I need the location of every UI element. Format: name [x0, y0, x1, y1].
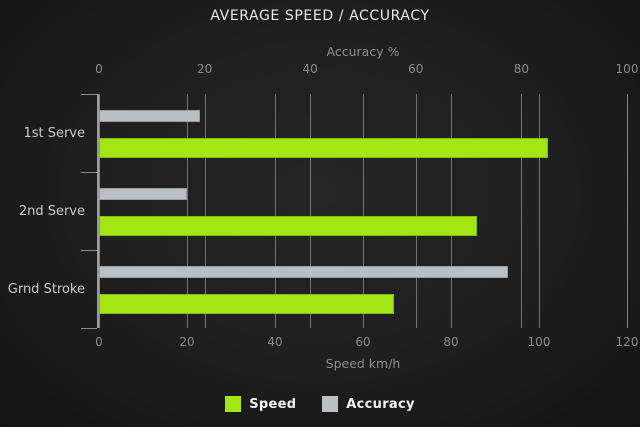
- plot-area: [81, 94, 628, 329]
- gridline-bottom-40: [275, 94, 276, 328]
- tick-label-bottom-40: 40: [267, 335, 283, 349]
- legend-item-accuracy[interactable]: Accuracy: [322, 396, 415, 412]
- bar-speed-2nd-serve: [99, 216, 478, 236]
- chart-row-1: [99, 94, 627, 172]
- tick-label-bottom-20: 20: [179, 335, 195, 349]
- gridline-bottom-100: [539, 94, 540, 328]
- tick-label-top-20: 20: [196, 62, 213, 76]
- category-label-2: 2nd Serve: [18, 203, 85, 219]
- gridline-top-80: [521, 94, 523, 328]
- gridline-bottom-20: [187, 94, 188, 328]
- legend-swatch-speed: [225, 396, 242, 412]
- y-axis-tick: [81, 94, 97, 95]
- bar-accuracy-2nd-serve: [99, 188, 187, 200]
- y-axis-tick: [81, 250, 97, 251]
- tick-label-bottom-0: 0: [95, 335, 103, 349]
- top-axis-label: Accuracy %: [326, 44, 400, 59]
- gridline-top-20: [204, 94, 206, 328]
- chart-row-3: [99, 250, 627, 328]
- legend: Speed Accuracy: [0, 396, 640, 412]
- category-label-1: 1st Serve: [23, 125, 85, 141]
- legend-swatch-accuracy: [322, 396, 339, 412]
- tick-label-top-80: 80: [513, 62, 530, 76]
- tick-label-bottom-120: 120: [615, 335, 639, 349]
- gridline-top-60: [415, 94, 417, 328]
- gridline-bottom-60: [363, 94, 364, 328]
- y-axis-tick: [81, 328, 97, 329]
- tick-label-top-0: 0: [95, 62, 103, 76]
- gridline-bottom-80: [451, 94, 452, 328]
- tick-label-bottom-100: 100: [527, 335, 551, 349]
- tick-label-top-40: 40: [302, 62, 318, 76]
- gridline-bottom-0: [99, 94, 100, 328]
- y-axis-tick: [81, 172, 97, 173]
- tick-label-top-60: 60: [408, 62, 424, 76]
- bottom-axis-tick-labels: 0 20 40 60 80 100 120: [95, 335, 638, 350]
- gridline-top-40: [310, 94, 312, 328]
- chart-title: AVERAGE SPEED / ACCURACY: [210, 8, 430, 24]
- y-axis-line: [97, 94, 99, 328]
- gridline-bottom-120: [627, 94, 628, 328]
- legend-label-accuracy: Accuracy: [346, 396, 415, 412]
- top-axis-tick-labels: 0 20 40 60 80 100: [95, 62, 638, 77]
- legend-item-speed[interactable]: Speed: [225, 396, 296, 412]
- category-labels: 1st Serve 2nd Serve Grnd Stroke: [0, 94, 85, 328]
- bottom-axis-label: Speed km/h: [325, 356, 401, 371]
- tick-label-bottom-60: 60: [355, 335, 371, 349]
- bar-accuracy-1st-serve: [99, 110, 201, 122]
- tick-label-top-100: 100: [615, 62, 639, 76]
- bar-speed-1st-serve: [99, 138, 548, 158]
- tick-label-bottom-80: 80: [443, 335, 459, 349]
- bar-speed-grnd-stroke: [99, 294, 394, 314]
- legend-label-speed: Speed: [249, 396, 297, 412]
- category-label-3: Grnd Stroke: [7, 281, 85, 297]
- bar-accuracy-grnd-stroke: [99, 266, 509, 278]
- chart-row-2: [99, 172, 627, 250]
